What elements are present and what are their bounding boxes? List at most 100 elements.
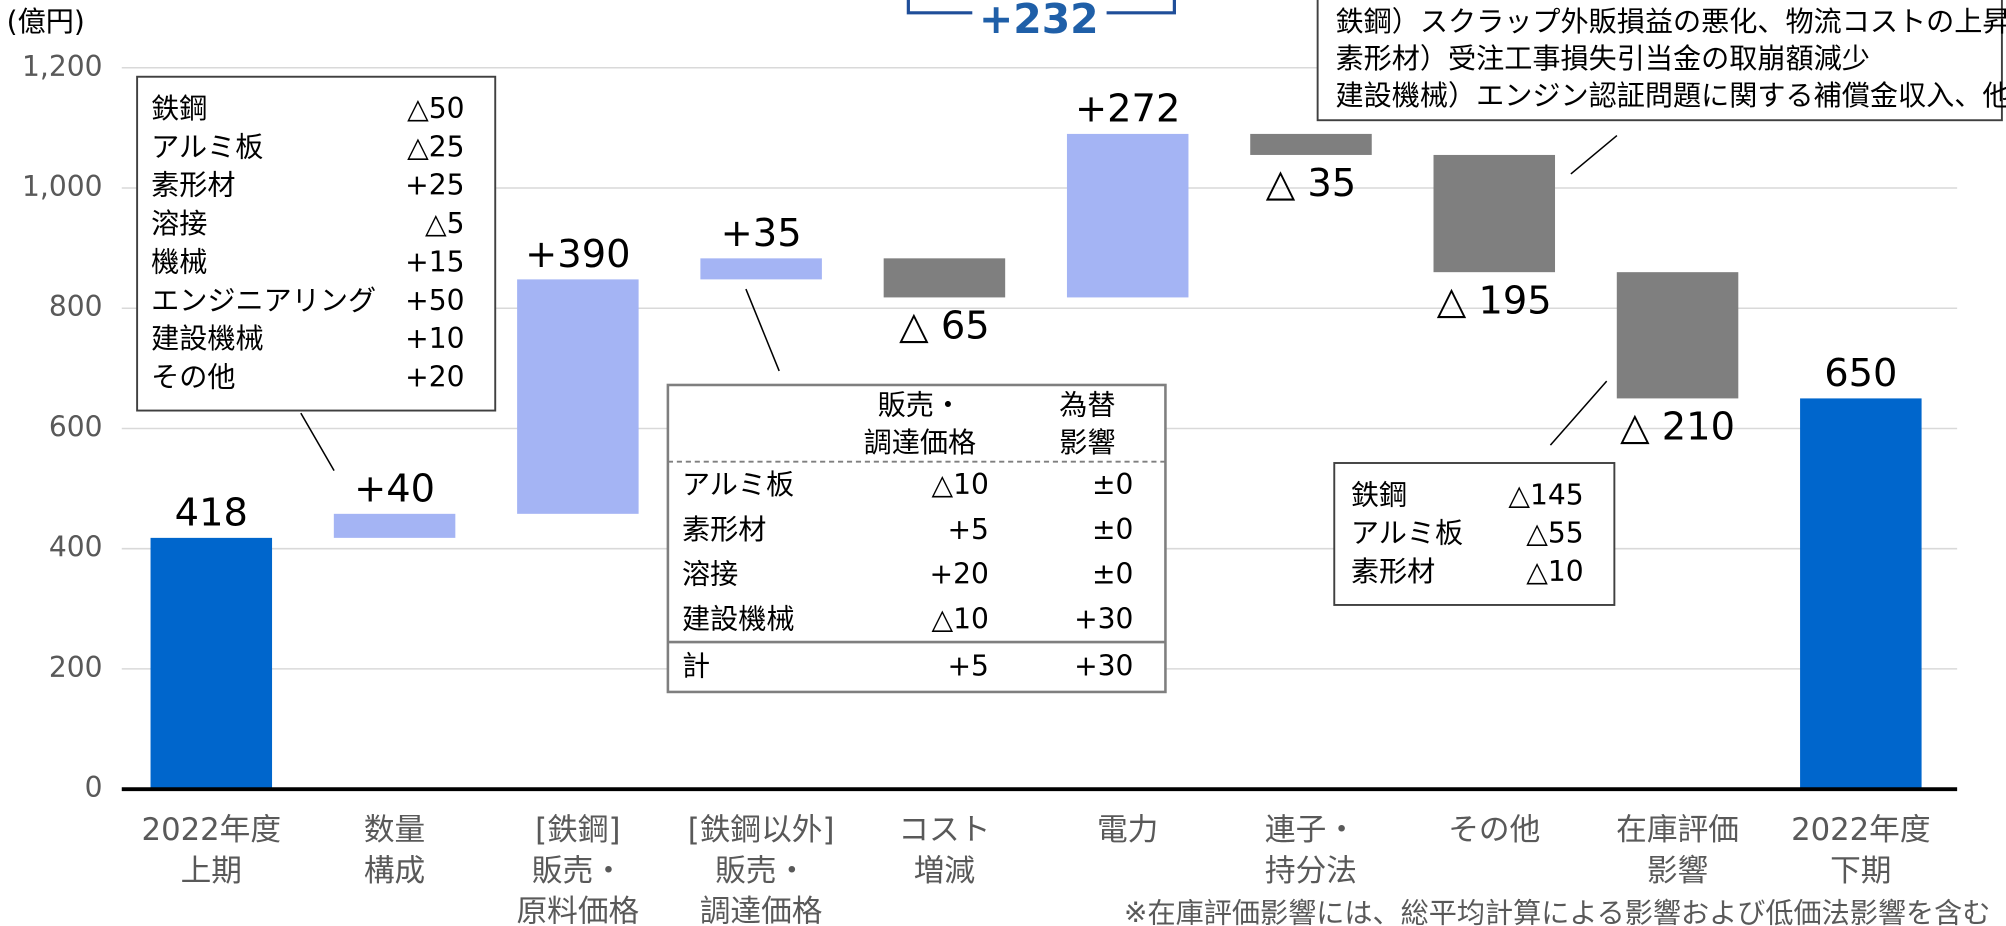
x-tick-label: 2022年度 [142,813,281,848]
box-label: 鉄鋼 [1351,478,1407,511]
connector [300,412,335,472]
bar [333,513,456,538]
bar [517,279,639,514]
box-label: エンジニアリング [151,284,376,317]
table-cell: 溶接 [682,558,738,591]
table-cell: +30 [1074,602,1133,635]
y-tick-label: 200 [49,651,103,684]
y-tick-label: 800 [49,290,103,323]
value-label: 650 [1824,351,1897,396]
note-line: 鉄鋼）スクラップ外販損益の悪化、物流コストの上昇 [1336,5,2006,38]
table-cell: +5 [947,650,988,683]
box-value: △5 [425,207,465,240]
box-value: △25 [407,130,464,163]
box-label: アルミ板 [1351,517,1463,550]
table-header: 販売・ [878,389,962,422]
box-value: +50 [405,284,464,317]
value-label: +390 [525,232,630,277]
y-tick-label: 1,200 [22,50,103,83]
x-tick-label: 構成 [364,854,425,889]
x-tick-label: 在庫評価 [1616,813,1739,848]
value-label: 418 [175,490,248,535]
x-tick-label: 数量 [364,813,425,848]
table-cell: 計 [682,650,710,683]
table-cell: △10 [932,468,989,501]
box-label: 機械 [151,245,207,278]
value-label: +35 [721,211,802,256]
note-line: 素形材）受注工事損失引当金の取崩額減少 [1336,42,1870,75]
x-tick-label: 電力 [1097,813,1158,848]
table-header: 調達価格 [864,426,977,459]
box-value: +20 [405,361,464,394]
box-label: アルミ板 [151,130,263,163]
y-tick-label: 400 [49,531,103,564]
table-header: 為替 [1059,389,1115,422]
bar [700,258,822,280]
y-unit: (億円) [7,5,85,38]
x-tick-label: 上期 [181,854,242,889]
x-tick-label: 持分法 [1265,854,1357,889]
bar [883,258,1006,298]
x-tick-label: 販売・ [532,854,624,889]
table-cell: +30 [1074,650,1133,683]
right-box [1333,462,1616,606]
connector [1549,380,1608,446]
total-change: +232 [979,0,1099,43]
box-value: △145 [1508,478,1583,511]
bar [1433,154,1556,273]
box-label: 素形材 [151,169,235,202]
table-cell: アルミ板 [682,468,794,501]
value-label: △ 65 [899,304,990,349]
bar [1250,133,1372,155]
box-label: 溶接 [151,207,207,240]
value-label: △ 210 [1620,405,1735,450]
x-tick-label: 原料価格 [516,895,639,926]
y-tick-label: 1,000 [22,170,103,203]
table-cell: 素形材 [682,513,766,546]
box-value: △50 [407,92,464,125]
value-label: △ 195 [1437,278,1552,323]
table-cell: ±0 [1092,558,1133,591]
box-label: その他 [151,361,235,394]
table-cell: △10 [932,602,989,635]
box-value: +15 [405,245,464,278]
left-box [136,75,497,412]
connector [1570,134,1618,175]
bar [1800,398,1922,790]
x-tick-label: [鉄鋼] [535,813,620,848]
bar [1616,272,1739,399]
x-tick-label: 増減 [914,854,975,889]
x-tick-label: 連子・ [1265,813,1357,848]
box-value: +25 [405,169,464,202]
x-tick-label: コスト [898,813,990,848]
x-tick-label: [鉄鋼以外] [688,813,835,848]
table-cell: 建設機械 [682,602,795,635]
table-header: 影響 [1059,426,1115,459]
box-value: △55 [1526,517,1583,550]
table-cell: ±0 [1092,468,1133,501]
box-label: 素形材 [1351,555,1435,588]
box-value: △10 [1526,555,1583,588]
y-tick-label: 600 [49,410,103,443]
connector [745,288,780,372]
x-tick-label: その他 [1448,813,1540,848]
box-label: 鉄鋼 [151,92,207,125]
note-line: 建設機械）エンジン認証問題に関する補償金収入、他 [1336,79,2006,112]
table-cell: +5 [947,513,988,546]
value-label: △ 35 [1266,161,1357,206]
table-cell: ±0 [1092,513,1133,546]
x-tick-label: 下期 [1830,854,1891,889]
value-label: +40 [354,466,435,511]
x-tick-label: 影響 [1647,854,1708,889]
box-value: +10 [405,322,464,355]
bracket [906,0,1176,15]
x-tick-label: 2022年度 [1791,813,1930,848]
footnote: ※在庫評価影響には、総平均計算による影響および低価法影響を含む [1124,896,1990,926]
table-cell: +20 [930,558,989,591]
y-tick-label: 0 [85,771,103,804]
x-tick-label: 販売・ [715,854,807,889]
bar [1066,133,1189,298]
bar [150,537,273,790]
